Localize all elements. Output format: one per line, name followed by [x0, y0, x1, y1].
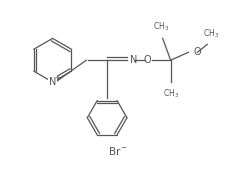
Text: N: N: [49, 77, 56, 87]
Text: CH$_3$: CH$_3$: [162, 88, 179, 100]
Text: CH$_3$: CH$_3$: [203, 28, 219, 40]
Text: O: O: [144, 55, 152, 65]
Text: CH$_3$: CH$_3$: [153, 21, 169, 33]
Text: Br$^-$: Br$^-$: [108, 146, 128, 158]
Text: N: N: [130, 55, 137, 65]
Text: O: O: [193, 47, 201, 57]
Text: +: +: [55, 75, 61, 81]
